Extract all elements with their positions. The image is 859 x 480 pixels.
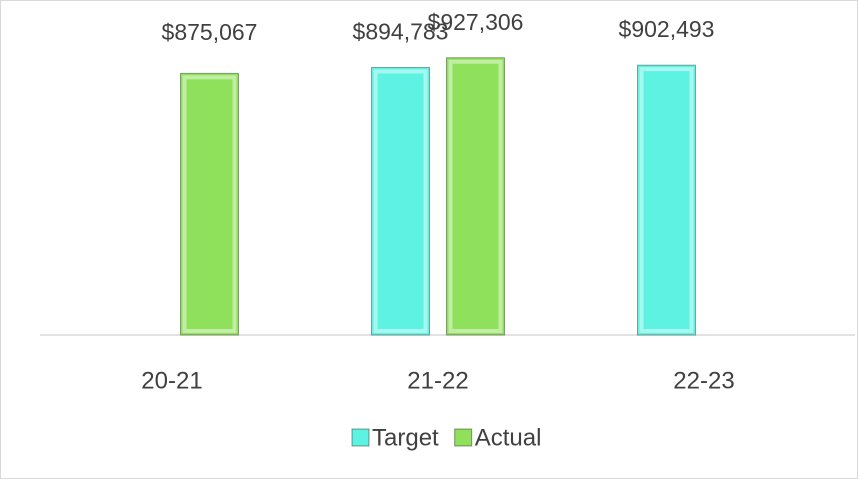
data-label: $894,783	[353, 19, 449, 45]
bar	[180, 72, 239, 336]
x-tick-label: 22-23	[673, 367, 734, 394]
data-label: $927,306	[428, 9, 524, 35]
legend-swatch	[454, 428, 473, 447]
data-label: $875,067	[162, 19, 258, 45]
data-label: $902,493	[619, 16, 715, 42]
bar	[371, 66, 430, 336]
legend-label: Target	[372, 424, 439, 451]
bar-bevel	[448, 59, 503, 333]
bar-bevel	[639, 67, 694, 333]
x-tick-label: 20-21	[141, 367, 202, 394]
legend-swatch	[351, 428, 370, 447]
bar-bevel	[373, 69, 428, 334]
x-tick-label: 21-22	[407, 367, 468, 394]
bar	[637, 64, 696, 336]
bar	[446, 57, 505, 336]
legend-label: Actual	[475, 424, 542, 451]
bar-bevel	[182, 75, 237, 333]
